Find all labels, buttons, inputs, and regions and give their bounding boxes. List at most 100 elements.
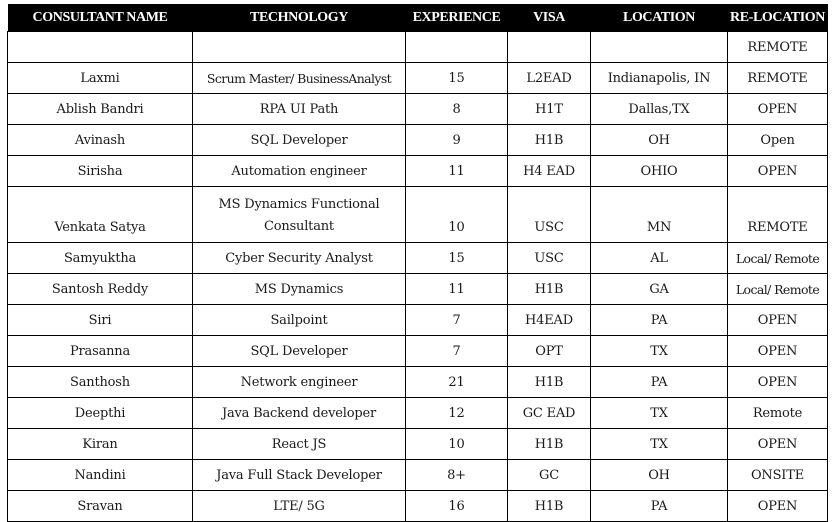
- cell-relocation: REMOTE: [727, 62, 828, 94]
- cell-technology: Java Backend developer: [192, 397, 406, 429]
- cell-experience: [405, 31, 508, 63]
- cell-name: Ablish Bandri: [7, 93, 193, 125]
- table-row: Sirisha Automation engineer 11 H4 EAD OH…: [7, 155, 828, 187]
- cell-name: Prasanna: [7, 335, 193, 367]
- cell-experience: 10: [405, 186, 508, 243]
- cell-visa: GC EAD: [507, 397, 591, 429]
- table-row: Nandini Java Full Stack Developer 8+ GC …: [7, 459, 828, 491]
- cell-visa: H1T: [507, 93, 591, 125]
- cell-technology: RPA UI Path: [192, 93, 406, 125]
- cell-visa: H4EAD: [507, 304, 591, 336]
- cell-experience: 15: [405, 62, 508, 94]
- cell-location: [590, 31, 728, 63]
- cell-experience: 10: [405, 428, 508, 460]
- cell-location: AL: [590, 242, 728, 274]
- cell-experience: 11: [405, 155, 508, 187]
- consultant-table: CONSULTANT NAME TECHNOLOGY EXPERIENCE VI…: [7, 4, 828, 522]
- cell-name: [7, 31, 193, 63]
- cell-relocation: OPEN: [727, 304, 828, 336]
- table-row: Laxmi Scrum Master/ BusinessAnalyst 15 L…: [7, 62, 828, 94]
- cell-name: Siri: [7, 304, 193, 336]
- cell-relocation: REMOTE: [727, 31, 828, 63]
- cell-location: Dallas,TX: [590, 93, 728, 125]
- cell-location: TX: [590, 428, 728, 460]
- cell-technology: Sailpoint: [192, 304, 406, 336]
- cell-location: MN: [590, 186, 728, 243]
- cell-location: OH: [590, 124, 728, 156]
- cell-location: OH: [590, 459, 728, 491]
- cell-technology: Scrum Master/ BusinessAnalyst: [192, 62, 406, 94]
- cell-visa: USC: [507, 186, 591, 243]
- cell-name: Avinash: [7, 124, 193, 156]
- cell-relocation: Open: [727, 124, 828, 156]
- cell-location: OHIO: [590, 155, 728, 187]
- cell-name: Samyuktha: [7, 242, 193, 274]
- cell-technology: Network engineer: [192, 366, 406, 398]
- cell-location: PA: [590, 304, 728, 336]
- cell-technology: MS Dynamics: [192, 273, 406, 305]
- cell-visa: H4 EAD: [507, 155, 591, 187]
- cell-relocation: REMOTE: [727, 186, 828, 243]
- cell-technology: React JS: [192, 428, 406, 460]
- header-row: CONSULTANT NAME TECHNOLOGY EXPERIENCE VI…: [7, 4, 828, 32]
- table-row: Sravan LTE/ 5G 16 H1B PA OPEN: [7, 490, 828, 522]
- cell-visa: L2EAD: [507, 62, 591, 94]
- cell-location: GA: [590, 273, 728, 305]
- table-row: Kiran React JS 10 H1B TX OPEN: [7, 428, 828, 460]
- header-location: LOCATION: [590, 4, 728, 32]
- cell-experience: 8+: [405, 459, 508, 491]
- cell-visa: H1B: [507, 428, 591, 460]
- table-row: REMOTE: [7, 31, 828, 63]
- table-row: Santhosh Network engineer 21 H1B PA OPEN: [7, 366, 828, 398]
- cell-experience: 8: [405, 93, 508, 125]
- cell-relocation: Local/ Remote: [727, 273, 828, 305]
- cell-location: TX: [590, 397, 728, 429]
- cell-technology: Java Full Stack Developer: [192, 459, 406, 491]
- cell-experience: 7: [405, 335, 508, 367]
- cell-technology: Automation engineer: [192, 155, 406, 187]
- header-experience: EXPERIENCE: [405, 4, 508, 32]
- cell-visa: H1B: [507, 366, 591, 398]
- table-row: Venkata Satya MS Dynamics Functional Con…: [7, 186, 828, 243]
- table-row: Deepthi Java Backend developer 12 GC EAD…: [7, 397, 828, 429]
- cell-name: Nandini: [7, 459, 193, 491]
- cell-experience: 16: [405, 490, 508, 522]
- cell-name: Deepthi: [7, 397, 193, 429]
- cell-name: Sirisha: [7, 155, 193, 187]
- cell-experience: 7: [405, 304, 508, 336]
- table-row: Siri Sailpoint 7 H4EAD PA OPEN: [7, 304, 828, 336]
- cell-name: Santhosh: [7, 366, 193, 398]
- cell-technology: [192, 31, 406, 63]
- cell-visa: [507, 31, 591, 63]
- cell-name: Kiran: [7, 428, 193, 460]
- cell-visa: USC: [507, 242, 591, 274]
- cell-relocation: ONSITE: [727, 459, 828, 491]
- cell-relocation: Local/ Remote: [727, 242, 828, 274]
- table-row: Avinash SQL Developer 9 H1B OH Open: [7, 124, 828, 156]
- cell-location: PA: [590, 366, 728, 398]
- cell-visa: OPT: [507, 335, 591, 367]
- cell-experience: 11: [405, 273, 508, 305]
- cell-technology: SQL Developer: [192, 335, 406, 367]
- cell-relocation: OPEN: [727, 428, 828, 460]
- header-consultant-name: CONSULTANT NAME: [7, 4, 193, 32]
- cell-experience: 15: [405, 242, 508, 274]
- cell-relocation: OPEN: [727, 366, 828, 398]
- cell-visa: H1B: [507, 273, 591, 305]
- cell-visa: H1B: [507, 124, 591, 156]
- cell-location: PA: [590, 490, 728, 522]
- header-relocation: RE-LOCATION: [727, 4, 828, 32]
- table-row: Samyuktha Cyber Security Analyst 15 USC …: [7, 242, 828, 274]
- cell-name: Venkata Satya: [7, 186, 193, 243]
- cell-relocation: OPEN: [727, 93, 828, 125]
- cell-visa: H1B: [507, 490, 591, 522]
- cell-relocation: OPEN: [727, 155, 828, 187]
- cell-name: Santosh Reddy: [7, 273, 193, 305]
- cell-experience: 9: [405, 124, 508, 156]
- header-visa: VISA: [507, 4, 591, 32]
- cell-relocation: OPEN: [727, 490, 828, 522]
- cell-visa: GC: [507, 459, 591, 491]
- cell-technology: MS Dynamics Functional Consultant: [192, 186, 406, 243]
- table-row: Ablish Bandri RPA UI Path 8 H1T Dallas,T…: [7, 93, 828, 125]
- cell-name: Sravan: [7, 490, 193, 522]
